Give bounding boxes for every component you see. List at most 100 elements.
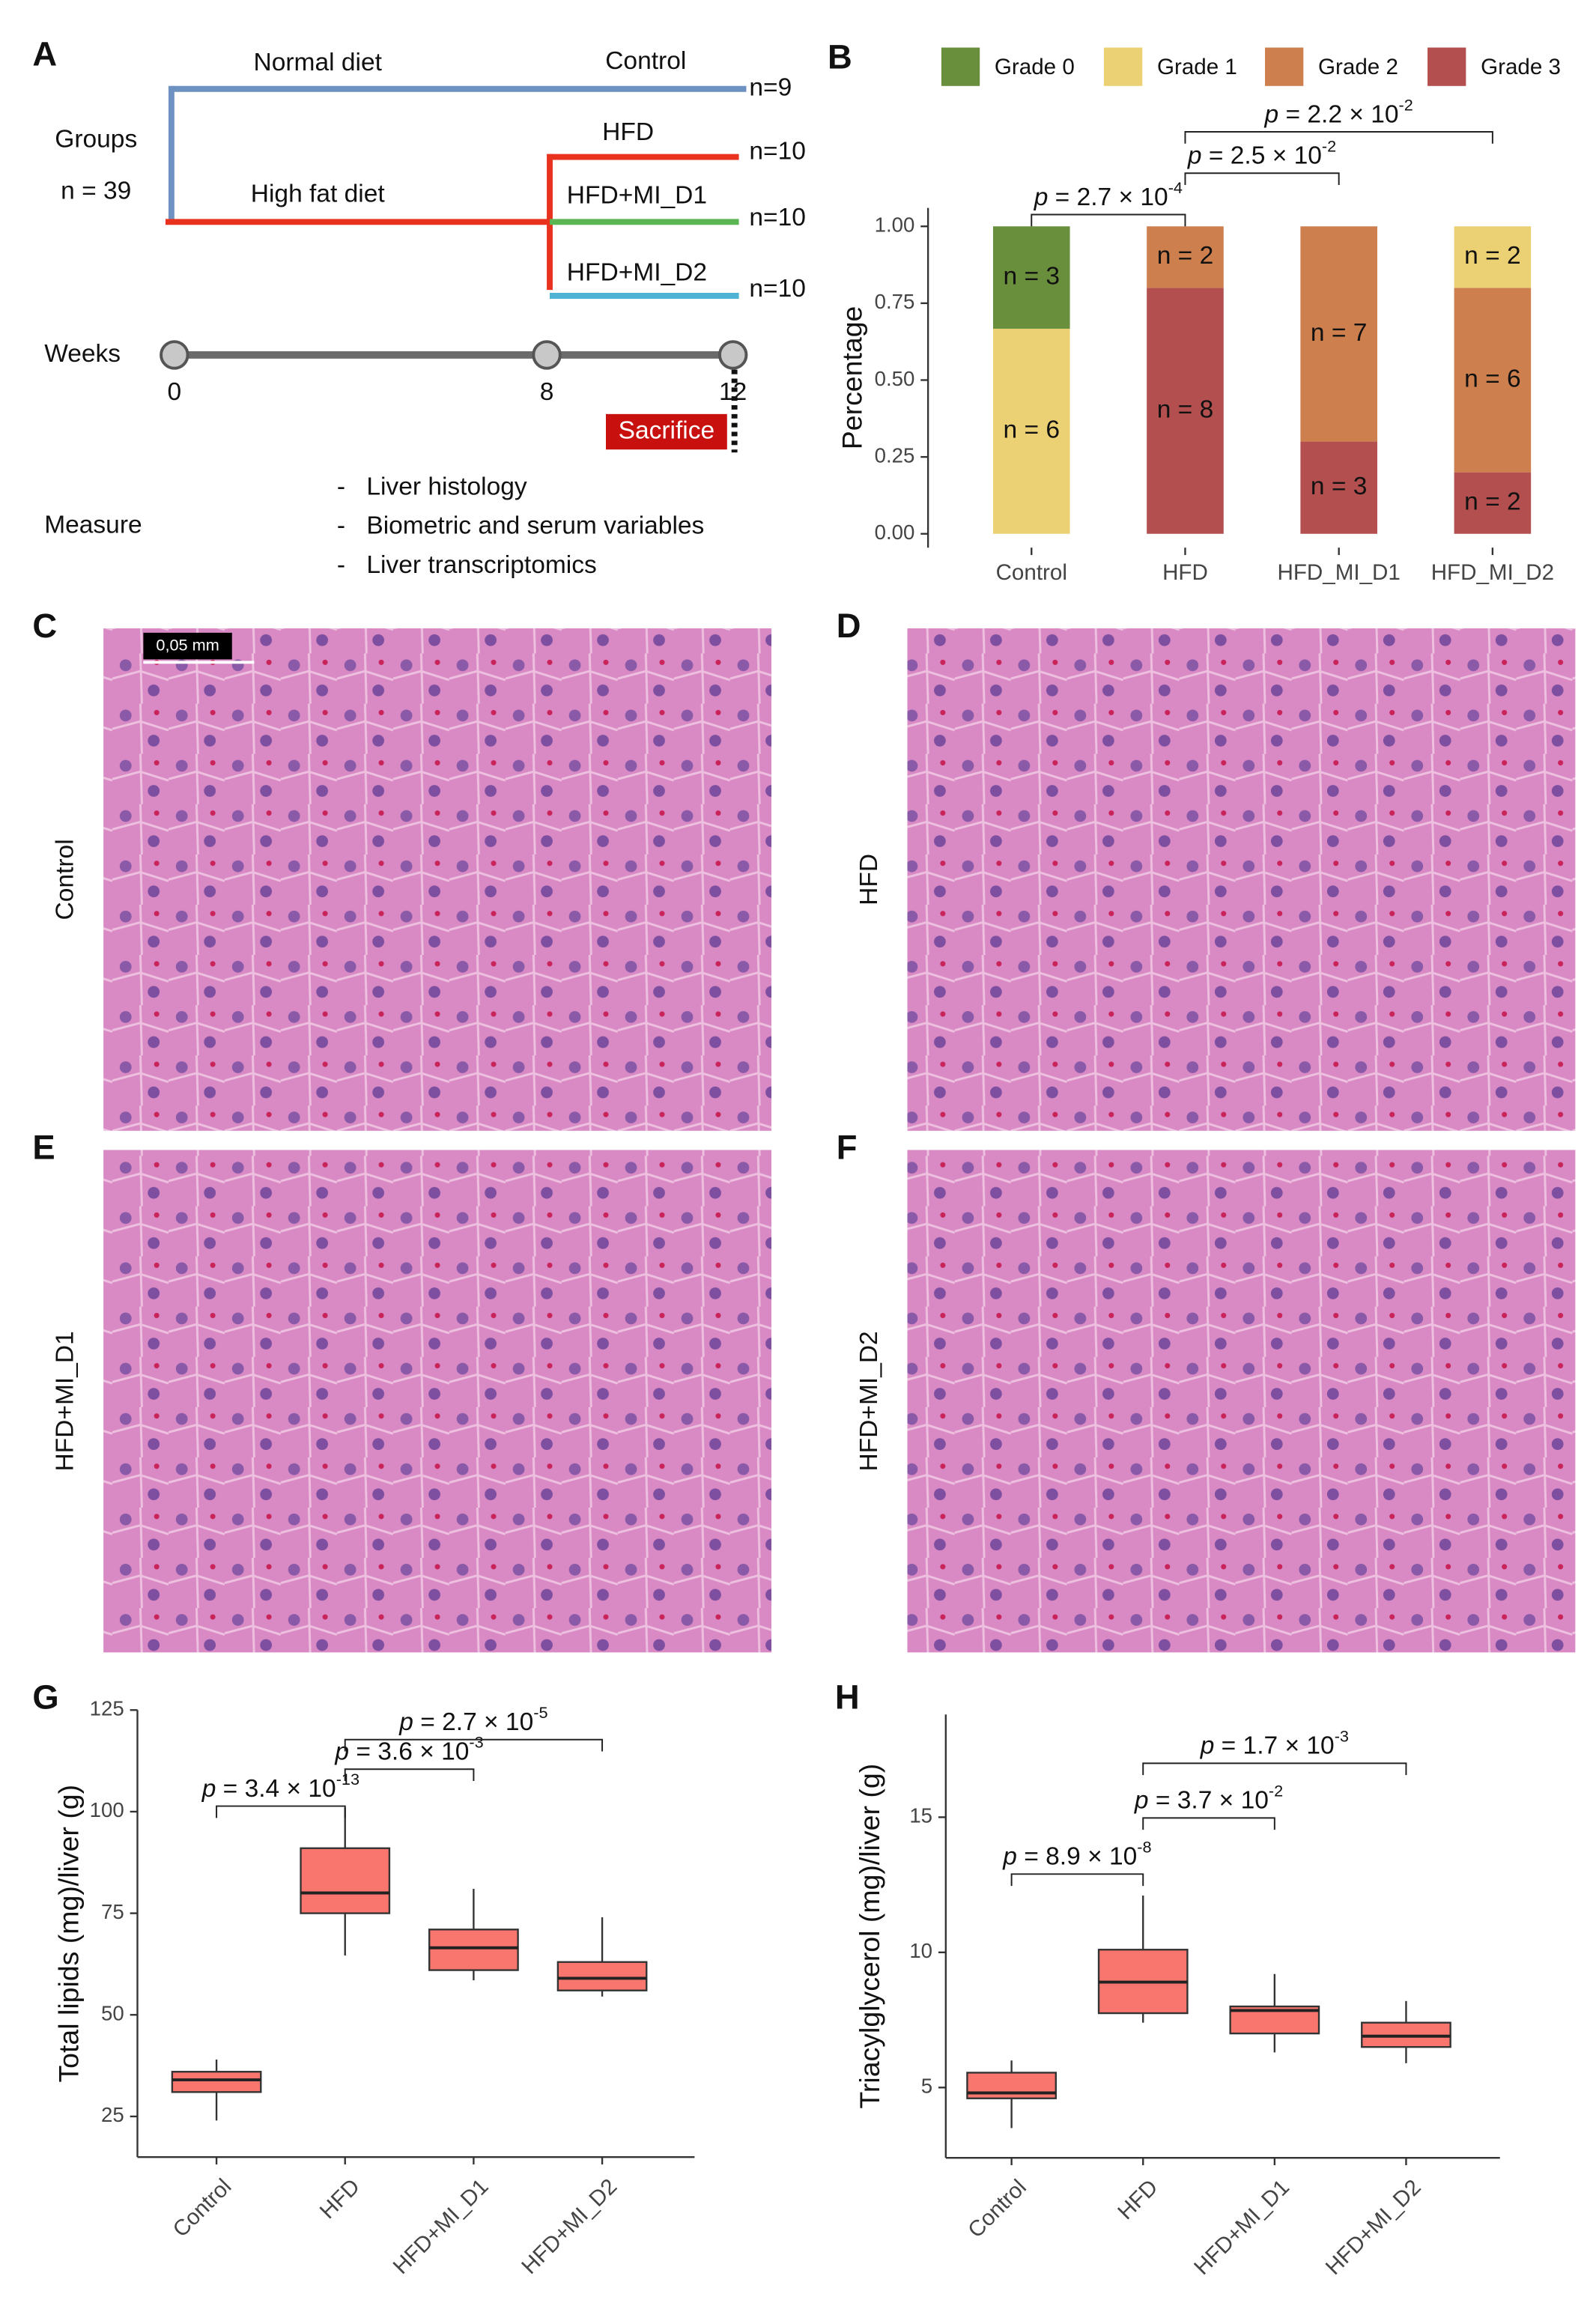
bar-segment: [992, 226, 1070, 329]
p-value: p = 2.5 × 10-2: [1187, 137, 1336, 170]
panel-letter: E: [32, 1128, 55, 1166]
arm-name: Control: [605, 47, 686, 75]
p-text: = 3.7 × 10: [1149, 1786, 1269, 1814]
legend-label: Grade 1: [1157, 55, 1237, 79]
y-axis-label: Percentage: [836, 306, 867, 450]
groups-total: n = 39: [61, 177, 131, 205]
x-tick-label: HFD_MI_D2: [1431, 560, 1554, 585]
significance-bracket: [1010, 1873, 1144, 1887]
legend-label: Grade 3: [1481, 55, 1561, 79]
histology-group: HFD+MI_D1: [52, 1331, 79, 1471]
p-exponent: -8: [1137, 1838, 1151, 1857]
x-tick-label: HFD: [1162, 560, 1208, 585]
p-exponent: -4: [1168, 178, 1183, 197]
significance-bracket: [1142, 1762, 1407, 1776]
p-value: p = 8.9 × 10-8: [1002, 1838, 1151, 1871]
y-tick-label: 0.25: [875, 443, 915, 467]
box: [171, 2071, 262, 2093]
panel-letter: H: [835, 1678, 860, 1716]
x-tick-label: Control: [963, 2175, 1031, 2243]
y-tick-label: 125: [90, 1697, 124, 1720]
y-tick-label: 5: [921, 2075, 932, 2098]
legend-swatch: [1427, 47, 1466, 86]
timepoint: [160, 340, 189, 370]
histology-image: [907, 1150, 1576, 1653]
p-text: = 2.2 × 10: [1278, 100, 1398, 128]
p-text: = 2.7 × 10: [413, 1708, 533, 1736]
x-tick-label: HFD+MI_D2: [1321, 2175, 1426, 2280]
diet-label: High fat diet: [251, 180, 386, 208]
arm-name: HFD+MI_D2: [567, 258, 707, 286]
y-tick-label: 15: [909, 1804, 932, 1827]
value-label: n = 2: [1464, 242, 1521, 270]
p-value: p = 2.7 × 10-5: [398, 1703, 547, 1736]
arm-n: n=10: [749, 137, 806, 165]
scale-bar-label: 0,05 mm: [156, 635, 219, 654]
y-tick-label: 1.00: [875, 213, 915, 237]
bar-segment: [1454, 472, 1532, 534]
panel-letter: D: [837, 607, 861, 645]
p-text: = 2.7 × 10: [1048, 183, 1168, 211]
significance-bracket: [216, 1805, 346, 1818]
x-tick-label: Control: [169, 2174, 237, 2242]
p-text: = 2.5 × 10: [1202, 142, 1322, 169]
p-symbol: p: [1187, 142, 1202, 169]
measure-item: Biometric and serum variables: [366, 512, 704, 540]
y-tick-label: 0.50: [875, 367, 915, 390]
box: [556, 1961, 648, 1991]
p-value: p = 3.4 × 10-13: [201, 1770, 359, 1803]
diet-label: Normal diet: [254, 49, 383, 76]
sacrifice-box: [605, 413, 727, 450]
sacrifice-label: Sacrifice: [619, 416, 715, 444]
p-text: = 1.7 × 10: [1214, 1732, 1334, 1759]
box: [300, 1847, 391, 1914]
p-symbol: p: [398, 1708, 413, 1736]
significance-bracket: [1142, 1817, 1275, 1830]
value-label: n = 3: [1311, 473, 1368, 500]
p-exponent: -3: [469, 1733, 483, 1752]
p-symbol: p: [1134, 1786, 1149, 1814]
scale-bar-bg: [143, 632, 232, 660]
histology-group: Control: [52, 839, 79, 920]
p-symbol: p: [334, 1738, 349, 1765]
x-tick-label: HFD+MI_D2: [517, 2174, 622, 2279]
value-label: n = 8: [1157, 395, 1214, 423]
arm-n: n=9: [749, 74, 792, 102]
groups-label: Groups: [55, 126, 137, 154]
legend-swatch: [1265, 47, 1304, 86]
y-axis-label: Total lipids (mg)/liver (g): [53, 1785, 85, 2083]
p-text: = 3.4 × 10: [216, 1775, 336, 1803]
histology-image: [103, 1150, 771, 1653]
significance-bracket: [1184, 172, 1340, 186]
measure-item: Liver transcriptomics: [366, 551, 596, 579]
p-symbol: p: [1264, 100, 1279, 128]
panel-letter: C: [32, 607, 57, 645]
bar-segment: [1147, 226, 1224, 288]
bullet: -: [337, 512, 345, 540]
histology-image: [907, 628, 1576, 1131]
p-exponent: -2: [1399, 96, 1413, 115]
bar-segment: [1454, 288, 1532, 473]
y-tick-label: 100: [90, 1798, 124, 1821]
significance-bracket: [344, 1768, 475, 1782]
x-tick-label: HFD+MI_D1: [389, 2174, 494, 2279]
histology-group: HFD: [855, 854, 883, 905]
panel-letter: F: [837, 1128, 858, 1166]
bullet: -: [337, 551, 345, 579]
timepoint: [532, 340, 562, 370]
p-symbol: p: [1200, 1732, 1215, 1759]
y-tick-label: 0.75: [875, 290, 915, 313]
y-tick-label: 50: [101, 2002, 124, 2025]
x-tick-label: HFD+MI_D1: [1189, 2175, 1294, 2280]
p-exponent: -3: [1335, 1727, 1349, 1746]
p-text: = 8.9 × 10: [1017, 1842, 1137, 1870]
y-tick-label: 75: [101, 1900, 124, 1923]
panel-letter: A: [32, 34, 57, 73]
bar-segment: [1147, 288, 1224, 534]
p-symbol: p: [201, 1775, 216, 1803]
p-value: p = 2.2 × 10-2: [1264, 96, 1413, 129]
arm-name: HFD: [602, 118, 654, 146]
p-exponent: -2: [1269, 1782, 1283, 1800]
